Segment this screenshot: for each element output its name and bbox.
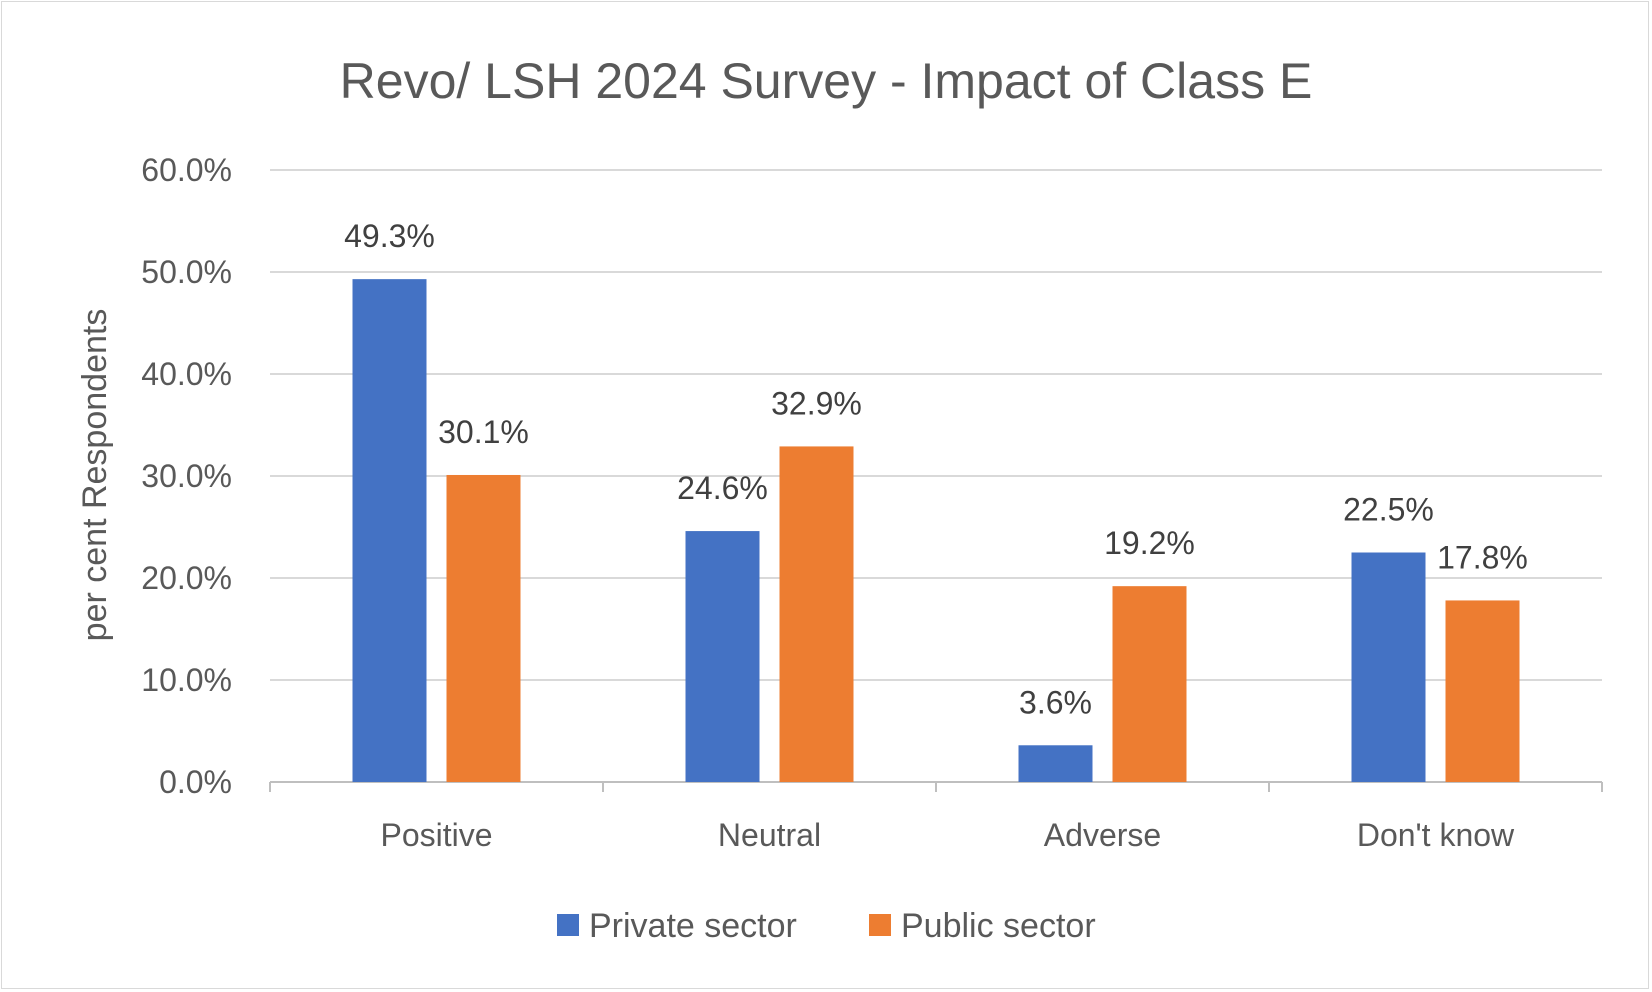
x-tick-label: Don't know — [1357, 817, 1515, 853]
bar — [1112, 586, 1187, 782]
data-label: 32.9% — [771, 385, 862, 421]
y-axis-title: per cent Respondents — [76, 309, 114, 642]
bar — [779, 446, 854, 782]
data-label: 19.2% — [1104, 525, 1195, 561]
axes: 0.0% 10.0% 20.0% 30.0% 40.0% 50.0% 60.0% Positi… — [141, 152, 1603, 853]
y-tick-label: 30.0% — [141, 458, 232, 494]
y-tick-label: 50.0% — [141, 254, 232, 290]
bar — [352, 279, 427, 782]
y-tick-label: 20.0% — [141, 560, 232, 596]
data-labels: 49.3% 30.1% 24.6% 32.9% 3.6% 19.2% 22.5%17.8% — [344, 218, 1528, 720]
bar — [1445, 600, 1520, 782]
y-tick-label: 60.0% — [141, 152, 232, 188]
data-label: 17.8% — [1437, 539, 1528, 575]
bar — [1018, 745, 1093, 782]
data-label: 22.5% — [1343, 492, 1434, 528]
data-label: 30.1% — [438, 414, 529, 450]
bar — [446, 474, 521, 782]
data-label: 49.3% — [344, 218, 435, 254]
y-tick-label: 0.0% — [159, 764, 232, 800]
legend-swatch — [869, 914, 891, 936]
x-tick-label: Neutral — [718, 817, 821, 853]
data-label: 24.6% — [677, 470, 768, 506]
y-tick-label: 10.0% — [141, 662, 232, 698]
x-tick-label: Positive — [380, 817, 492, 853]
data-label: 3.6% — [1019, 684, 1092, 720]
legend-label: Public sector — [901, 907, 1096, 945]
bars — [352, 279, 1520, 782]
legend: Private sector Public sector — [557, 907, 1096, 945]
bar — [685, 531, 760, 782]
chart-title: Revo/ LSH 2024 Survey - Impact of Class … — [340, 53, 1313, 109]
legend-swatch — [557, 914, 579, 936]
x-tick-label: Adverse — [1044, 817, 1161, 853]
legend-label: Private sector — [589, 907, 797, 945]
bar — [1351, 552, 1426, 782]
y-tick-label: 40.0% — [141, 356, 232, 392]
